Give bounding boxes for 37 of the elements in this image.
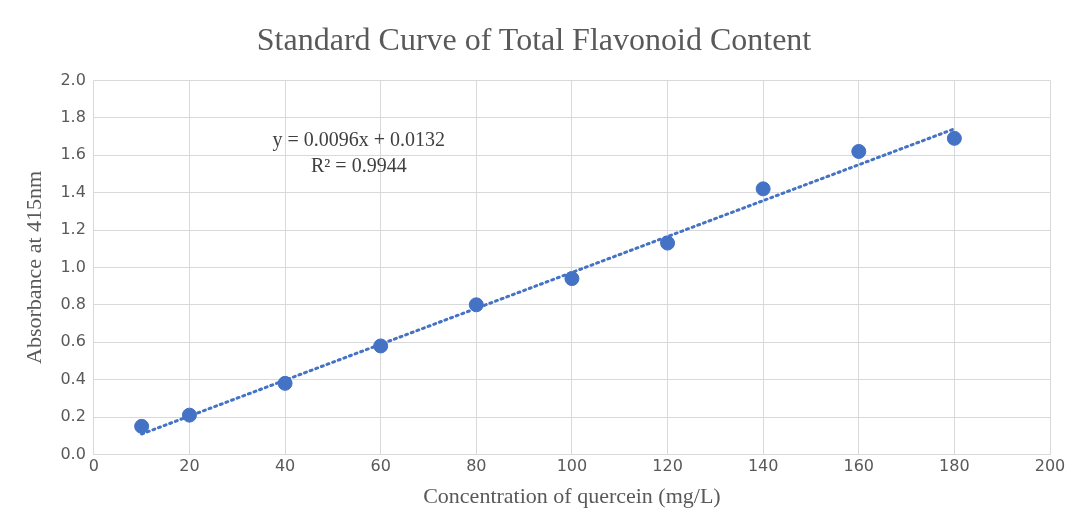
x-tick-label: 80	[466, 456, 487, 476]
y-tick-label: 2.0	[60, 69, 86, 89]
y-tick-label: 1.8	[60, 106, 86, 126]
x-tick-label: 200	[1034, 456, 1066, 476]
point	[134, 418, 150, 434]
y-tick-label: 0.4	[60, 368, 86, 388]
y-tick-label: 0.6	[60, 331, 86, 351]
y-tick-label: 1.4	[60, 181, 86, 201]
point	[755, 181, 771, 197]
x-axis-title: Concentration of quercein (mg/L)	[423, 482, 721, 508]
y-tick-label: 1.2	[60, 219, 86, 239]
x-tick-label: 20	[179, 456, 200, 476]
x-tick-label: 140	[747, 456, 779, 476]
x-tick-label: 120	[652, 456, 683, 476]
y-tick-label: 0.0	[60, 443, 86, 463]
point	[564, 271, 580, 287]
y-axis-title: Absorbance at 415nm	[20, 170, 46, 364]
annotation: R² = 0.9944	[311, 153, 407, 176]
x-tick-label: 180	[939, 456, 970, 476]
point	[468, 297, 484, 313]
point	[277, 375, 293, 391]
chart-title: Standard Curve of Total Flavonoid Content	[256, 20, 812, 57]
x-tick-label: 40	[274, 456, 296, 476]
x-tick-label: 100	[556, 456, 588, 476]
point	[851, 143, 867, 159]
y-tick-label: 0.8	[60, 293, 86, 313]
x-tick-label: 0	[88, 456, 99, 476]
point	[181, 407, 197, 423]
x-tick-label: 60	[370, 456, 391, 476]
y-tick-label: 1.6	[60, 144, 86, 164]
annotation: y = 0.0096x + 0.0132	[272, 127, 446, 151]
point	[373, 338, 389, 354]
y-tick-label: 0.2	[60, 406, 86, 426]
x-tick-label: 160	[843, 456, 875, 476]
point	[946, 130, 962, 146]
point	[660, 235, 676, 251]
y-tick-label: 1.0	[60, 256, 86, 276]
